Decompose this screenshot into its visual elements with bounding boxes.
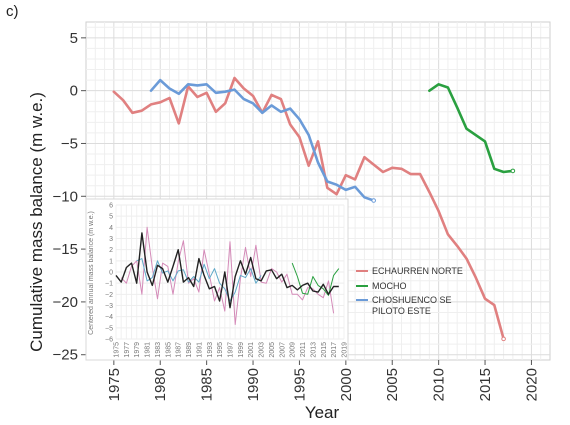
inset-x-tick-label: 2015: [321, 342, 328, 358]
inset-x-tick-label: 2009: [290, 342, 297, 358]
series-line-mocho: [428, 83, 515, 174]
inset-y-tick-label: 5: [109, 214, 113, 221]
series-end-point-mocho: [510, 168, 516, 174]
legend-label-choshuenco: CHOSHUENCO SE PILOTO ESTE: [372, 295, 454, 316]
x-tick-label: 2015: [477, 368, 494, 401]
series-end-point-choshuenco-se-piloto-este: [371, 198, 376, 203]
inset-y-tick-label: −4: [105, 314, 113, 321]
inset-background: [85, 198, 349, 361]
inset-series-line-mocho: [291, 262, 340, 296]
inset-x-tick-label: 1993: [207, 342, 214, 358]
series-line-choshuenco-se-piloto-este: [149, 78, 376, 202]
y-axis-label: Cumulative mass balance (m w.e.): [27, 92, 46, 352]
x-tick-label: 1980: [152, 368, 169, 401]
y-tick-label: 5: [70, 30, 78, 47]
inset-y-tick-label: −1: [105, 281, 113, 288]
inset-x-tick-label: 1997: [228, 342, 235, 358]
inset-y-tick-label: −2: [105, 292, 113, 299]
inset-y-ticks: 6 5 4 3 2 1 0 −1 −2 −3 −4 −5 −6: [105, 203, 113, 344]
x-tick-label: 2020: [523, 368, 540, 401]
inset-y-tick-label: 4: [109, 225, 113, 232]
inset-x-tick-label: 1981: [145, 342, 152, 358]
main-series: [112, 76, 516, 342]
inset-y-tick-label: 6: [109, 203, 113, 210]
legend-label-choshuenco-line2: PILOTO ESTE: [372, 306, 431, 316]
inset-x-tick-label: 1999: [238, 342, 245, 358]
inset-x-tick-label: 1977: [124, 342, 131, 358]
inset-y-tick-label: 1: [109, 258, 113, 265]
inset-series-line-choshuenco-se-piloto-este: [136, 258, 262, 302]
y-tick-label: −10: [53, 188, 78, 205]
x-tick-label: 1985: [199, 368, 216, 401]
inset-x-tick-label: 2019: [342, 342, 349, 358]
inset-x-tick-label: 1989: [186, 342, 193, 358]
inset-x-tick-label: 2005: [269, 342, 276, 358]
inset-x-tick-label: 1983: [155, 342, 162, 358]
inset-x-tick-label: 2011: [300, 342, 307, 357]
inset-x-tick-label: 1975: [114, 342, 121, 358]
panel-label: c): [6, 3, 19, 20]
inset-x-ticks: 1975 1977 1979 1981 1983 1985 1987 1989 1991 1993…: [114, 342, 349, 358]
inset-y-tick-label: −5: [105, 325, 113, 332]
inset-x-tick-label: 1987: [176, 342, 183, 358]
inset-series-line-mean: [115, 232, 339, 309]
inset-x-tick-label: 1985: [165, 342, 172, 358]
inset-x-tick-label: 2001: [248, 342, 255, 358]
inset-y-tick-label: −6: [105, 337, 113, 344]
x-axis-label: Year: [305, 403, 340, 422]
inset-x-tick-label: 1995: [217, 342, 224, 358]
legend-label-echaurren: ECHAURREN NORTE: [372, 266, 463, 276]
legend-label-choshuenco-line1: CHOSHUENCO SE: [372, 295, 452, 305]
inset-series: [115, 226, 340, 325]
inset-series-line-echaurren-norte: [120, 226, 335, 325]
y-tick-label: −5: [61, 135, 78, 152]
inset-x-tick-label: 2003: [259, 342, 266, 358]
inset-x-tick-label: 2007: [279, 342, 286, 358]
y-tick-label: −15: [53, 241, 78, 258]
inset-x-tick-label: 1991: [196, 342, 203, 358]
inset-x-tick-label: 1979: [134, 342, 141, 358]
main-x-ticks: 1975 1980 1985 1990 1995 2000 2005 2010 2015 2020: [106, 360, 540, 401]
x-tick-label: 1975: [106, 368, 123, 401]
y-tick-label: −20: [53, 294, 78, 311]
y-tick-label: 0: [70, 83, 78, 100]
x-tick-label: 1995: [291, 368, 308, 401]
inset-x-tick-label: 2017: [331, 342, 338, 358]
x-tick-label: 2010: [431, 368, 448, 401]
series-end-point-echaurren-norte: [501, 336, 506, 342]
inset-y-axis-label: Centered annual mass balance (m w.e.): [88, 211, 95, 335]
x-tick-label: 2005: [384, 368, 401, 401]
inset-x-tick-label: 2013: [310, 342, 317, 358]
x-tick-label: 2000: [338, 368, 355, 401]
x-tick-label: 1990: [245, 368, 262, 401]
y-tick-label: −25: [53, 347, 78, 364]
inset-y-tick-label: 2: [109, 247, 113, 254]
inset-y-tick-label: 0: [109, 270, 113, 277]
inset-plot: 1975 1977 1979 1981 1983 1985 1987 1989 1991 1993…: [85, 198, 349, 361]
main-y-ticks: 5 0 −5 −10 −15 −20 −25: [53, 30, 86, 364]
legend-label-mocho: MOCHO: [372, 281, 407, 291]
inset-y-tick-label: 3: [109, 236, 113, 243]
inset-y-tick-label: −3: [105, 303, 113, 310]
legend: ECHAURREN NORTE MOCHO CHOSHUENCO SE PILO…: [356, 266, 463, 316]
series-line-echaurren-norte: [112, 76, 505, 341]
